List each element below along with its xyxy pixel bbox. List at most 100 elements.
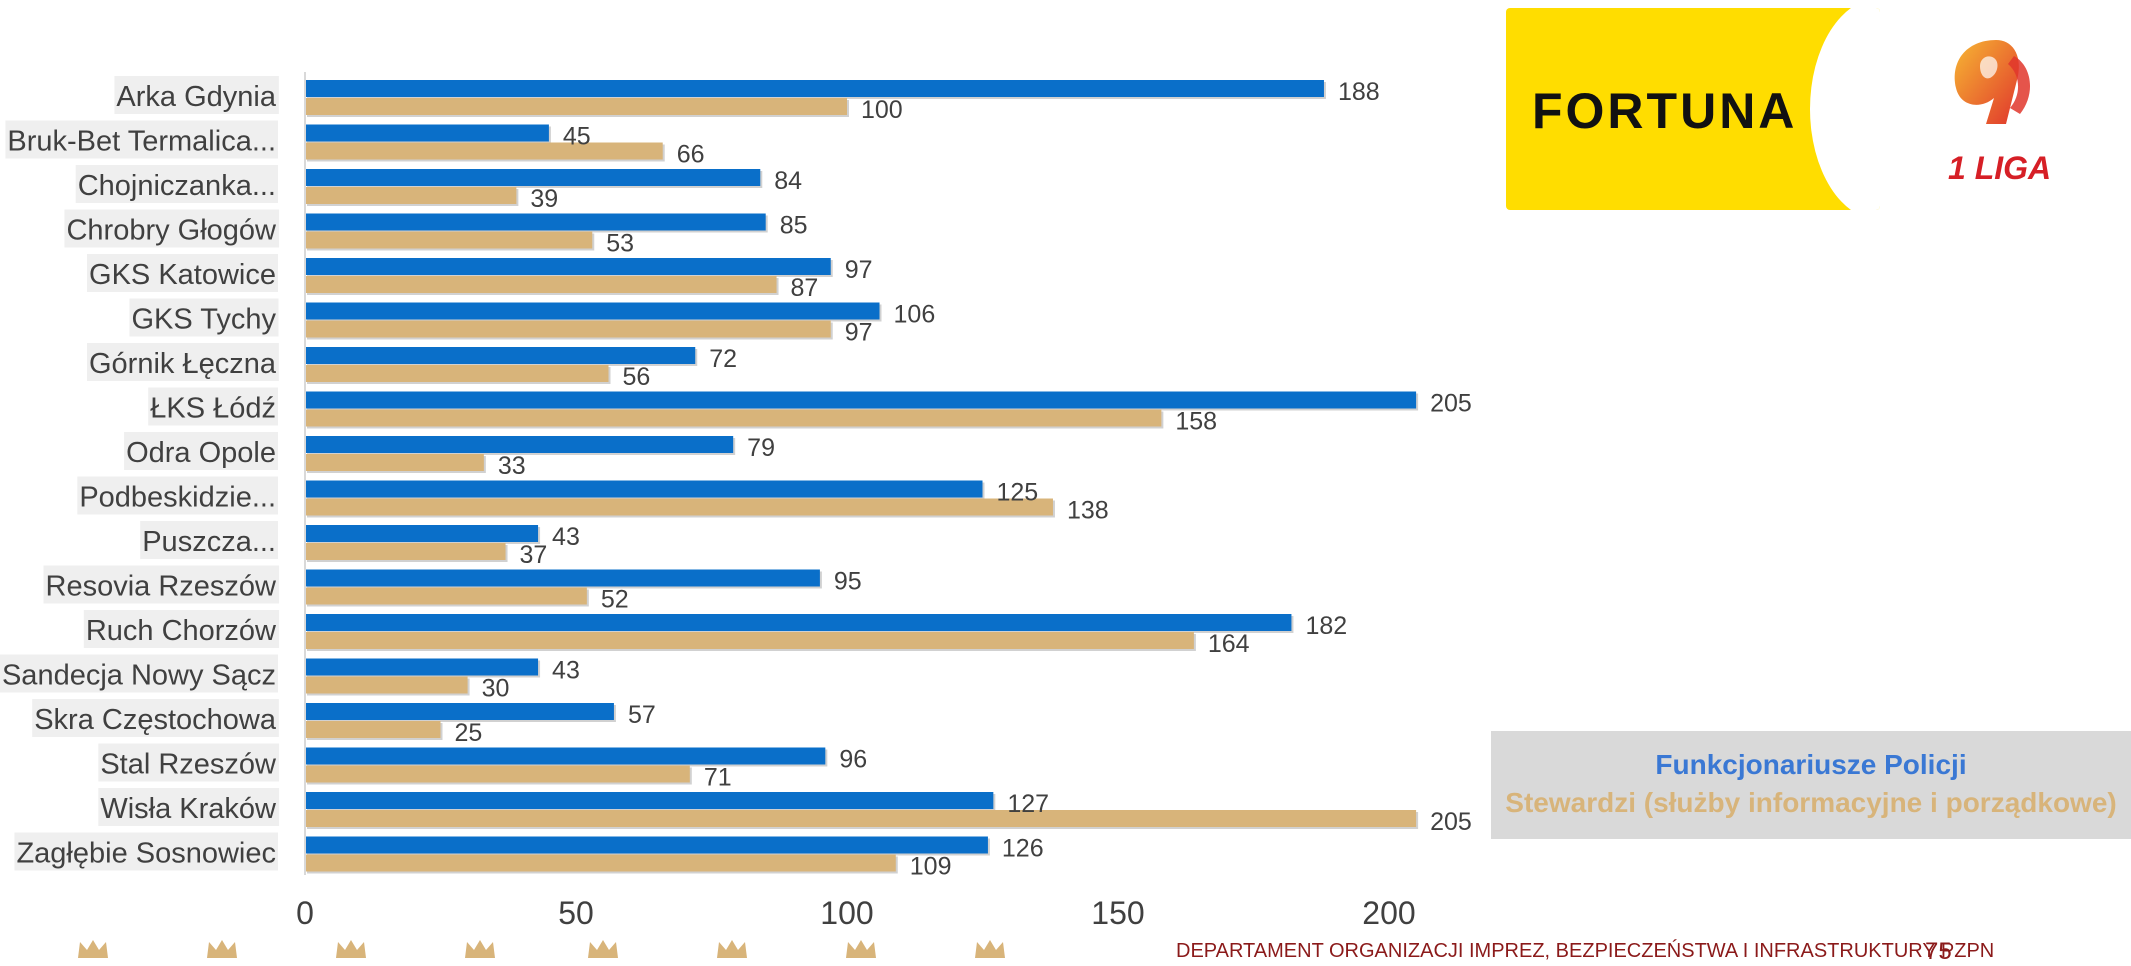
category-label: Bruk-Bet Termalica... [7, 126, 276, 158]
category-label-bg [75, 165, 278, 203]
crown-icon [465, 940, 495, 958]
value-label-stewards: 109 [910, 853, 952, 881]
value-label-stewards: 39 [530, 185, 558, 213]
value-label-police: 57 [628, 701, 656, 729]
category-label-backgrounds [0, 76, 280, 871]
page-number: 75 [1925, 938, 1952, 965]
category-label-bg [87, 343, 279, 381]
category-label: ŁKS Łódź [150, 393, 276, 425]
bar-stewards [305, 142, 663, 160]
bar-police [305, 569, 820, 587]
value-label-police: 45 [563, 123, 591, 151]
category-label-bg [83, 610, 280, 648]
x-tick-labels: 050100150200250 [296, 895, 1416, 931]
value-label-stewards: 164 [1208, 630, 1250, 658]
category-label-bg [43, 565, 280, 604]
liga-logo-icon [1954, 40, 2031, 124]
x-tick-label: 50 [558, 895, 594, 931]
value-label-stewards: 30 [482, 675, 510, 703]
value-label-police: 79 [747, 434, 775, 462]
value-label-stewards: 56 [623, 363, 651, 391]
x-tick-label: 0 [296, 895, 314, 931]
fortuna-logo-text: FORTUNA [1532, 83, 1798, 139]
value-label-stewards: 37 [520, 541, 548, 569]
chart-legend: Funkcjonariusze Policji Stewardzi (służb… [1491, 731, 2131, 839]
bar-police [305, 658, 539, 676]
bar-police [305, 836, 988, 854]
bar-stewards [305, 632, 1194, 649]
bar-stewards [305, 365, 609, 382]
value-label-stewards: 33 [498, 452, 526, 480]
x-tick-label: 150 [1091, 895, 1144, 931]
bar-police [305, 213, 766, 231]
category-label-bg [98, 743, 280, 782]
value-label-police: 97 [845, 256, 873, 284]
bar-stewards [305, 543, 506, 560]
category-label-bg [32, 699, 279, 737]
bar-stewards [305, 498, 1053, 516]
value-label-stewards: 205 [1430, 808, 1472, 836]
bar-police [305, 347, 696, 364]
category-label-bg [77, 476, 278, 515]
bar-police [305, 80, 1324, 97]
crown-icon [336, 940, 366, 958]
value-label-police: 182 [1305, 612, 1347, 640]
bar-police [305, 792, 994, 809]
category-label: Skra Częstochowa [34, 704, 277, 736]
value-label-stewards: 71 [704, 764, 732, 792]
value-label-police: 72 [709, 345, 737, 373]
bar-stewards [305, 231, 593, 249]
value-label-police: 85 [780, 212, 808, 240]
category-label: Ruch Chorzów [86, 615, 277, 647]
category-label-bg [114, 76, 279, 114]
bar-stewards [305, 765, 690, 783]
category-label: Chojniczanka... [78, 170, 276, 202]
category-label-bg [87, 254, 278, 292]
category-label-bg [64, 209, 280, 248]
category-label: Chrobry Głogów [66, 215, 277, 247]
category-label: GKS Katowice [89, 259, 276, 291]
bar-stewards [305, 409, 1162, 427]
category-label-bg [0, 654, 278, 693]
bar-stewards [305, 854, 896, 872]
category-label: Odra Opole [126, 437, 276, 469]
bar-chart: Arka Gdynia Bruk-Bet Termalica... Chojnicz… [0, 72, 1472, 931]
value-label-police: 205 [1430, 390, 1472, 418]
bar-police [305, 436, 734, 453]
bar-police [305, 614, 1292, 631]
legend-police-label: Funkcjonariusze Policji [1655, 749, 1967, 780]
category-label: Sandecja Nowy Sącz [2, 660, 276, 692]
bar-police [305, 391, 1417, 409]
category-label-bg [14, 832, 278, 871]
bar-police [305, 480, 983, 498]
category-label: Wisła Kraków [100, 793, 277, 825]
category-label-bg [124, 432, 278, 470]
value-labels: 188 100 45 66 84 39 85 53 97 87 106 97 72 56 205 158 79 3… [455, 78, 1472, 881]
bar-police [305, 703, 614, 720]
crown-icon [588, 940, 618, 958]
value-label-stewards: 97 [845, 319, 873, 347]
value-label-police: 125 [997, 479, 1039, 507]
value-label-police: 84 [774, 167, 802, 195]
value-label-police: 95 [834, 568, 862, 596]
value-label-police: 96 [839, 746, 867, 774]
value-label-police: 43 [552, 523, 580, 551]
bar-stewards [305, 587, 587, 605]
x-tick-label: 100 [820, 895, 873, 931]
bar-stewards [305, 721, 441, 738]
value-label-police: 126 [1002, 835, 1044, 863]
bar-police [305, 258, 831, 275]
category-label-bg [5, 120, 278, 159]
value-label-stewards: 87 [791, 274, 819, 302]
category-label-bg [140, 521, 278, 559]
bar-police [305, 124, 549, 142]
bar-stewards [305, 98, 847, 115]
value-label-stewards: 138 [1067, 497, 1109, 525]
bar-stewards [305, 454, 484, 471]
value-label-stewards: 158 [1175, 408, 1217, 436]
value-label-police: 106 [894, 301, 936, 329]
value-label-police: 127 [1007, 790, 1049, 818]
bar-stewards [305, 810, 1417, 827]
fortuna-logo: FORTUNA [1506, 8, 1880, 210]
category-label: GKS Tychy [131, 304, 276, 336]
